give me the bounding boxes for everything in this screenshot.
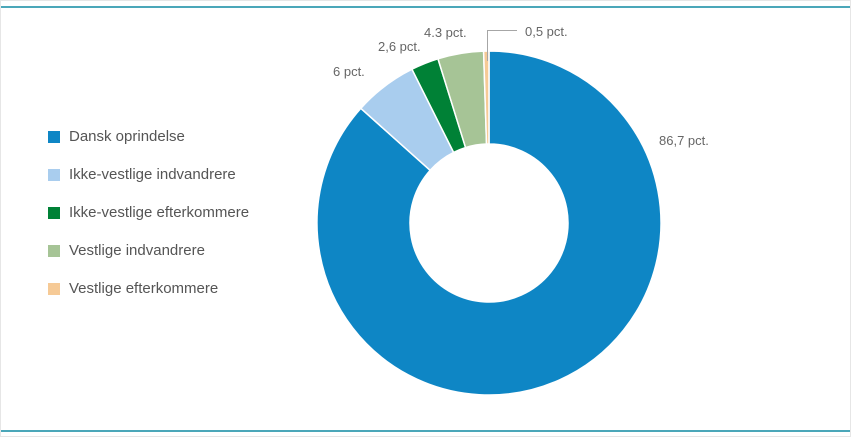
legend-swatch: [48, 245, 60, 257]
top-rule: [1, 6, 850, 8]
legend-item-dansk-oprindelse: Dansk oprindelse: [48, 127, 249, 147]
legend-item-vestlige-efterkommere: Vestlige efterkommere: [48, 279, 249, 299]
legend-label: Vestlige indvandrere: [69, 242, 205, 259]
legend-label: Vestlige efterkommere: [69, 280, 219, 297]
data-label-dansk-oprindelse: 86,7 pct.: [659, 133, 709, 148]
data-label-vestlige-indvandrere: 4.3 pct.: [424, 25, 467, 40]
data-label-ikke-vestlige-efterkommere: 2,6 pct.: [378, 39, 421, 54]
data-label-ikke-vestlige-indvandrere: 6 pct.: [333, 64, 365, 79]
donut-chart-svg: [316, 50, 662, 396]
legend-swatch: [48, 131, 60, 143]
legend-swatch: [48, 283, 60, 295]
legend-swatch: [48, 169, 60, 181]
data-label-vestlige-efterkommere: 0,5 pct.: [525, 24, 568, 39]
pie-slice-0: [316, 50, 662, 396]
legend-label: Dansk oprindelse: [69, 128, 185, 145]
legend-item-ikke-vestlige-indvandrere: Ikke-vestlige indvandrere: [48, 165, 249, 185]
callout-line-horizontal: [487, 30, 517, 31]
legend-label: Ikke-vestlige indvandrere: [69, 166, 236, 183]
chart-legend: Dansk oprindelse Ikke-vestlige indvandre…: [48, 127, 249, 299]
bottom-rule: [1, 430, 850, 432]
legend-swatch: [48, 207, 60, 219]
legend-label: Ikke-vestlige efterkommere: [69, 204, 250, 221]
legend-item-vestlige-indvandrere: Vestlige indvandrere: [48, 241, 249, 261]
legend-item-ikke-vestlige-efterkommere: Ikke-vestlige efterkommere: [48, 203, 249, 223]
pie-slice-4: [482, 50, 490, 145]
callout-line-vertical: [487, 30, 488, 61]
